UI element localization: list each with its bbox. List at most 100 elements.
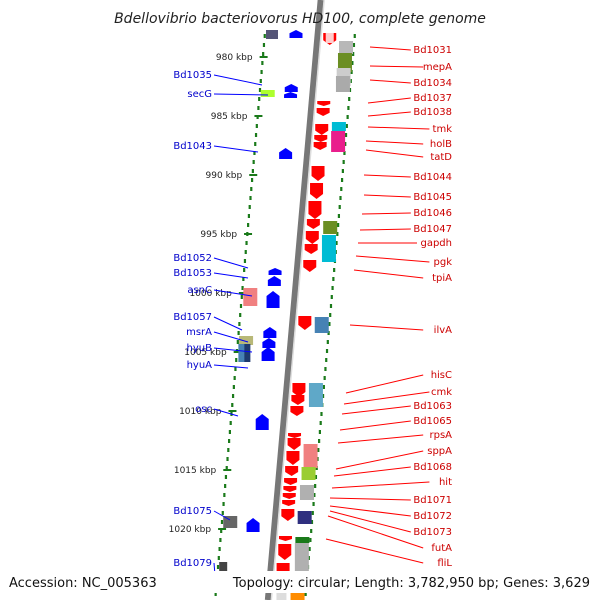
left-track-border (216, 565, 220, 569)
reverse-gene-arrow (262, 338, 276, 348)
right-track-border (338, 205, 341, 209)
right-track-border (317, 448, 320, 452)
forward-gene-arrow (282, 500, 296, 506)
left-track-border (243, 268, 246, 272)
forward-gene-arrow (283, 486, 297, 492)
forward-gene-arrow (317, 101, 331, 106)
forward-feature-box (323, 221, 338, 234)
gene-leader-line (345, 374, 424, 394)
forward-gene-arrow (305, 231, 319, 244)
left-track-border (244, 250, 247, 254)
right-track-border (312, 502, 315, 506)
genome-title: Bdellovibrio bacteriovorus HD100, comple… (114, 11, 486, 27)
left-track-border (229, 421, 232, 425)
forward-gene-arrow (285, 466, 299, 476)
right-track-border (344, 142, 347, 146)
scale-label: 1015 kbp (174, 466, 217, 476)
right-track-border (329, 304, 333, 308)
left-track-border (254, 133, 258, 137)
gene-label-right: tmk (433, 124, 453, 135)
left-track-border (262, 43, 266, 47)
left-track-border (239, 313, 242, 317)
gene-label-right: Bd1071 (413, 495, 452, 506)
forward-gene-arrow (281, 509, 295, 521)
gene-leader-line (365, 140, 424, 145)
forward-gene-arrow (292, 383, 306, 397)
left-track-border (253, 151, 256, 155)
gene-label-right: Bd1045 (413, 192, 452, 203)
gene-label-left: osc (195, 404, 212, 415)
genome-backbone (264, 0, 324, 600)
left-track-border (235, 358, 238, 362)
right-track-border (351, 61, 354, 65)
left-track-border (221, 511, 224, 515)
left-track-border (248, 205, 251, 209)
gene-label-right: mepA (423, 62, 452, 73)
forward-gene-arrow (278, 536, 292, 541)
forward-gene-arrow (314, 135, 328, 142)
right-track-border (309, 538, 312, 542)
reverse-gene-arrow (268, 268, 282, 275)
left-track-border (255, 124, 258, 128)
gene-label-left: Bd1052 (173, 253, 212, 264)
right-track-border (324, 367, 327, 371)
left-track-border (224, 484, 227, 488)
gene-label-right: Bd1038 (413, 107, 452, 118)
reverse-gene-arrow (279, 148, 293, 159)
gene-leader-line (213, 272, 249, 279)
left-track-border (254, 142, 257, 146)
right-track-border (344, 133, 348, 137)
forward-feature-box (321, 235, 336, 262)
gene-label-right: ilvA (434, 325, 452, 336)
left-track-border (259, 79, 262, 83)
right-track-border (311, 511, 314, 515)
left-track-border (247, 223, 250, 227)
left-track-border (238, 322, 241, 326)
right-track-border (341, 169, 344, 173)
gene-label-right: pgk (434, 257, 453, 268)
gene-label-right: fliL (437, 558, 452, 569)
right-track-border (329, 313, 332, 317)
left-track-border (214, 592, 217, 596)
gene-leader-line (213, 316, 243, 331)
reverse-feature-box (223, 516, 238, 528)
forward-feature-box (331, 122, 346, 131)
right-track-border (323, 376, 326, 380)
left-track-border (218, 547, 221, 551)
right-track-border (330, 295, 333, 299)
gene-label-right: cmk (431, 387, 452, 398)
gene-leader-line (329, 497, 411, 501)
left-track-border (228, 430, 231, 434)
right-track-border (340, 187, 343, 191)
reverse-feature-box (244, 344, 251, 362)
forward-gene-arrow (313, 142, 327, 150)
gene-leader-line (213, 510, 231, 521)
forward-gene-arrow (315, 124, 329, 135)
gene-label-right: futA (431, 543, 452, 554)
forward-gene-arrow (282, 493, 296, 499)
genome-backbone-edge (270, 0, 325, 600)
right-track-border (308, 547, 311, 551)
forward-gene-arrow (311, 166, 325, 181)
gene-label-right: hit (439, 477, 452, 488)
left-track-border (262, 52, 265, 56)
right-track-border (343, 151, 346, 155)
gene-label-right: Bd1063 (413, 401, 452, 412)
left-track-border (242, 277, 245, 281)
scale-label: 980 kbp (216, 53, 253, 63)
left-track-border (261, 61, 264, 65)
forward-feature-box (335, 76, 350, 92)
right-track-border (339, 196, 342, 200)
gene-label-left: Bd1035 (173, 70, 212, 81)
gene-label-right: tatD (430, 152, 452, 163)
left-track-border (243, 259, 247, 263)
left-track-border (219, 538, 222, 542)
gene-leader-line (213, 408, 239, 417)
reverse-feature-box (239, 336, 254, 345)
left-track-border (258, 88, 262, 92)
right-track-border (332, 277, 335, 281)
right-track-border (348, 97, 351, 101)
gene-leader-line (213, 74, 263, 86)
gene-label-left: Bd1075 (173, 506, 212, 517)
